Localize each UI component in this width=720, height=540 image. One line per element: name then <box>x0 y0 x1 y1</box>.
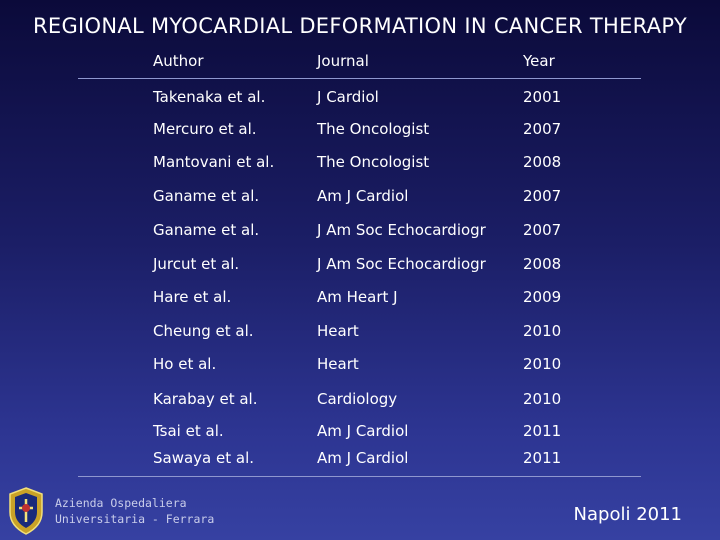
cell-author: Hare et al. <box>153 288 232 306</box>
cell-year: 2001 <box>523 88 562 106</box>
cell-year: 2009 <box>523 288 562 306</box>
cell-journal: Heart <box>317 355 359 373</box>
table-row: Sawaya et al. Am J Cardiol 2011 <box>0 449 720 473</box>
table-row: Jurcut et al. J Am Soc Echocardiogr 2008 <box>0 255 720 279</box>
cell-author: Jurcut et al. <box>153 255 240 273</box>
header-year: Year <box>523 52 555 70</box>
cell-author: Tsai et al. <box>153 422 224 440</box>
cell-author: Sawaya et al. <box>153 449 255 467</box>
slide-title: REGIONAL MYOCARDIAL DEFORMATION IN CANCE… <box>32 14 688 38</box>
cell-year: 2010 <box>523 390 562 408</box>
cell-journal: J Am Soc Echocardiogr <box>317 221 486 239</box>
table-row: Tsai et al. Am J Cardiol 2011 <box>0 422 720 446</box>
hospital-crest-icon <box>6 486 46 536</box>
cell-journal: The Oncologist <box>317 153 430 171</box>
cell-journal: J Am Soc Echocardiogr <box>317 255 486 273</box>
cell-year: 2011 <box>523 449 562 467</box>
table-bottom-divider <box>78 476 641 477</box>
cell-journal: Am Heart J <box>317 288 398 306</box>
cell-year: 2008 <box>523 153 562 171</box>
cell-year: 2010 <box>523 322 562 340</box>
table-row: Ganame et al. J Am Soc Echocardiogr 2007 <box>0 221 720 245</box>
table-row: Mercuro et al. The Oncologist 2007 <box>0 120 720 144</box>
organization-name: Azienda Ospedaliera Universitaria - Ferr… <box>55 495 214 527</box>
cell-year: 2007 <box>523 187 562 205</box>
cell-author: Karabay et al. <box>153 390 258 408</box>
cell-journal: Cardiology <box>317 390 398 408</box>
table-row: Ho et al. Heart 2010 <box>0 355 720 379</box>
cell-year: 2011 <box>523 422 562 440</box>
organization-line-1: Azienda Ospedaliera <box>55 496 187 510</box>
cell-journal: The Oncologist <box>317 120 430 138</box>
cell-year: 2007 <box>523 221 562 239</box>
cell-author: Cheung et al. <box>153 322 254 340</box>
cell-year: 2007 <box>523 120 562 138</box>
header-author: Author <box>153 52 204 70</box>
table-row: Mantovani et al. The Oncologist 2008 <box>0 153 720 177</box>
table-row: Karabay et al. Cardiology 2010 <box>0 390 720 414</box>
cell-journal: J Cardiol <box>317 88 379 106</box>
cell-year: 2008 <box>523 255 562 273</box>
header-divider <box>78 78 641 79</box>
cell-year: 2010 <box>523 355 562 373</box>
cell-author: Ganame et al. <box>153 187 260 205</box>
table-row: Hare et al. Am Heart J 2009 <box>0 288 720 312</box>
cell-journal: Am J Cardiol <box>317 187 409 205</box>
cell-author: Ho et al. <box>153 355 217 373</box>
cell-journal: Am J Cardiol <box>317 422 409 440</box>
cell-journal: Heart <box>317 322 359 340</box>
cell-author: Takenaka et al. <box>153 88 266 106</box>
header-journal: Journal <box>317 52 369 70</box>
table-row: Cheung et al. Heart 2010 <box>0 322 720 346</box>
cell-author: Ganame et al. <box>153 221 260 239</box>
cell-author: Mantovani et al. <box>153 153 275 171</box>
table-row: Ganame et al. Am J Cardiol 2007 <box>0 187 720 211</box>
event-city-year: Napoli 2011 <box>573 504 682 525</box>
table-row: Takenaka et al. J Cardiol 2001 <box>0 88 720 112</box>
cell-journal: Am J Cardiol <box>317 449 409 467</box>
cell-author: Mercuro et al. <box>153 120 257 138</box>
organization-line-2: Universitaria - Ferrara <box>55 512 215 526</box>
